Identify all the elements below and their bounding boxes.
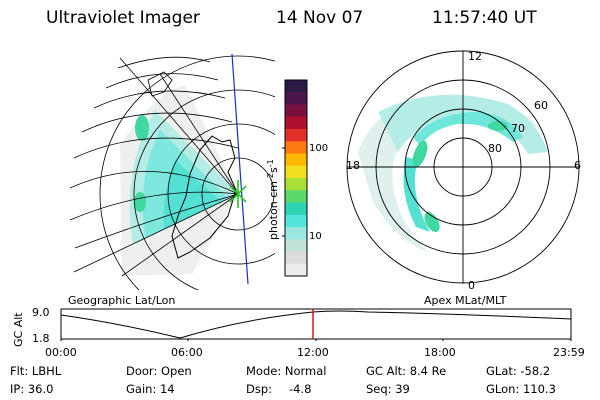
time-tick-1200: 12:00 bbox=[297, 346, 329, 359]
terminator-line bbox=[231, 53, 249, 285]
colorbar-gradient bbox=[285, 80, 307, 277]
colorbar-stripe bbox=[285, 251, 307, 265]
colorbar-stripe bbox=[285, 104, 307, 118]
colorbar-stripe bbox=[285, 178, 307, 191]
dsp-value: -4.8 bbox=[289, 382, 312, 396]
dsp-label: Dsp: bbox=[246, 382, 273, 396]
lat-label-80: 80 bbox=[488, 142, 502, 155]
altitude-tick-low: 1.8 bbox=[32, 332, 50, 345]
time-tick-2359: 23:59 bbox=[553, 346, 585, 359]
time-tick-0000: 00:00 bbox=[45, 346, 77, 359]
altitude-axis-label: GC Alt bbox=[12, 312, 25, 347]
mlt-label-12: 12 bbox=[468, 50, 482, 63]
colorbar-tick-100: 100 bbox=[309, 143, 328, 154]
mode-info: Mode: Normal bbox=[246, 364, 327, 378]
colorbar-stripe bbox=[285, 263, 307, 277]
colorbar-stripe bbox=[285, 190, 307, 203]
coastline bbox=[171, 135, 237, 259]
time-tick-0600: 06:00 bbox=[171, 346, 203, 359]
emission-spot bbox=[135, 115, 149, 141]
colorbar: 100 10 photon cm-2s-1 bbox=[266, 79, 328, 277]
polar-plot: 12 18 6 0 60 70 80 bbox=[346, 50, 581, 292]
coastline-island bbox=[147, 71, 173, 97]
colorbar-stripe bbox=[285, 153, 307, 167]
colorbar-stripe bbox=[285, 202, 307, 216]
colorbar-stripe bbox=[285, 239, 307, 252]
colorbar-stripe bbox=[285, 165, 307, 179]
gc-alt-info: GC Alt: 8.4 Re bbox=[366, 364, 447, 378]
colorbar-unit: photon cm-2s-1 bbox=[266, 159, 280, 240]
colorbar-stripe bbox=[285, 129, 307, 142]
date-label: 14 Nov 07 bbox=[276, 8, 364, 28]
time-label: 11:57:40 UT bbox=[432, 8, 537, 28]
polar-plot-label: Apex MLat/MLT bbox=[424, 294, 507, 307]
gain-info: Gain: 14 bbox=[126, 382, 175, 396]
seq-info: Seq: 39 bbox=[366, 382, 410, 396]
colorbar-stripe bbox=[285, 92, 307, 105]
lat-label-60: 60 bbox=[534, 99, 548, 112]
emission-spot bbox=[134, 192, 146, 212]
mlt-label-6: 6 bbox=[574, 159, 581, 172]
colorbar-stripe bbox=[285, 80, 307, 93]
subsatellite-marker bbox=[229, 180, 247, 208]
altitude-plot bbox=[60, 308, 572, 341]
glon-info: GLon: 110.3 bbox=[486, 382, 556, 396]
ip-info: IP: 36.0 bbox=[10, 382, 54, 396]
filter-info: Flt: LBHL bbox=[10, 364, 62, 378]
mlt-label-18: 18 bbox=[346, 159, 360, 172]
mlt-label-0: 0 bbox=[468, 279, 475, 292]
geographic-map bbox=[69, 53, 275, 290]
polar-grid bbox=[346, 50, 580, 284]
colorbar-stripe bbox=[285, 141, 307, 154]
altitude-tick-high: 9.0 bbox=[32, 306, 50, 319]
lat-lon-grid bbox=[69, 55, 275, 290]
door-info: Door: Open bbox=[126, 364, 192, 378]
colorbar-stripe bbox=[285, 214, 307, 228]
lat-label-70: 70 bbox=[511, 122, 525, 135]
left-map-label: Geographic Lat/Lon bbox=[68, 294, 176, 307]
colorbar-tick-10: 10 bbox=[309, 231, 322, 242]
colorbar-stripe bbox=[285, 116, 307, 130]
auroral-oval bbox=[358, 94, 548, 252]
instrument-title: Ultraviolet Imager bbox=[46, 8, 200, 28]
glat-info: GLat: -58.2 bbox=[486, 364, 551, 378]
time-tick-1800: 18:00 bbox=[424, 346, 456, 359]
colorbar-stripe bbox=[285, 227, 307, 240]
